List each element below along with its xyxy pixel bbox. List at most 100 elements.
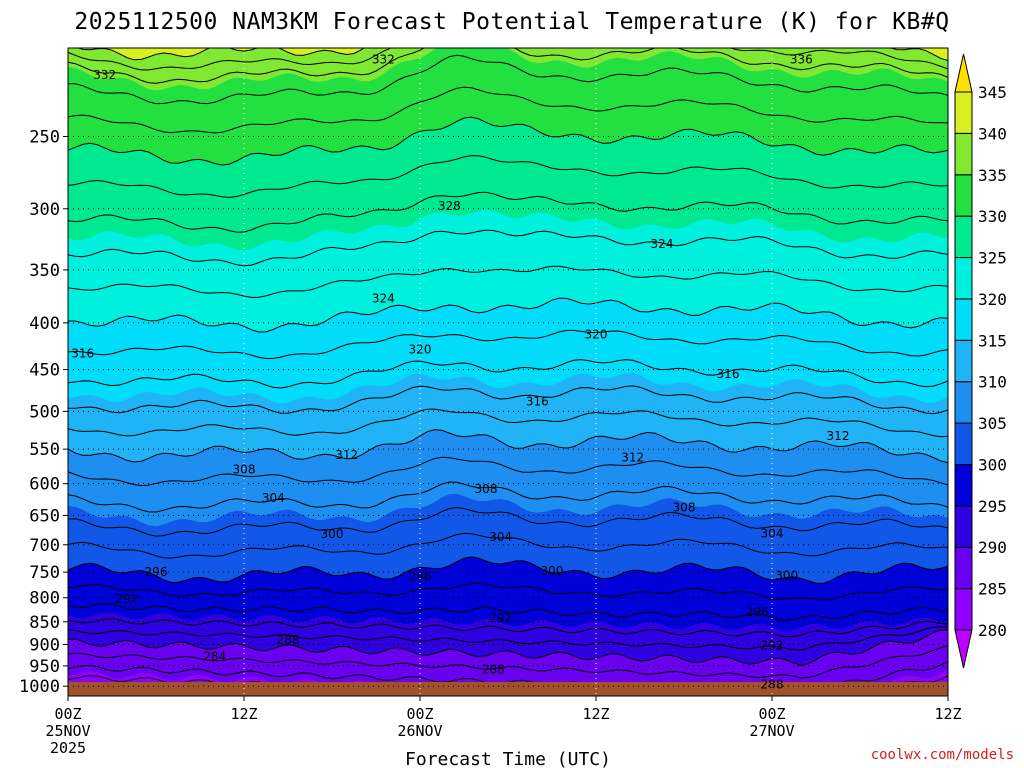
isoline-336 (68, 48, 948, 84)
colorbar-tick-label: 330 (978, 207, 1007, 226)
y-tick-label: 750 (29, 563, 60, 583)
colorbar-tick-label: 290 (978, 538, 1007, 557)
y-tick-label: 800 (29, 589, 60, 609)
contour-label: 308 (673, 500, 696, 514)
y-tick-label: 450 (29, 361, 60, 381)
colorbar-tick-label: 285 (978, 580, 1007, 599)
y-tick-label: 900 (29, 635, 60, 655)
colorbar-swatch-290-295 (954, 505, 973, 548)
contour-label: 304 (262, 491, 285, 505)
isoline-318 (68, 329, 948, 360)
isoline-306 (68, 481, 948, 513)
y-tick-label: 400 (29, 314, 60, 334)
isoline-298 (68, 582, 948, 601)
isoline-296 (68, 602, 948, 621)
y-tick-label: 300 (29, 200, 60, 220)
contour-label: 324 (372, 291, 395, 305)
isoline-302 (68, 532, 948, 559)
contour-label: 312 (621, 451, 644, 465)
colorbar-swatch-335-340 (954, 132, 973, 176)
isoline-328 (68, 155, 948, 198)
contour-label: 308 (475, 482, 498, 496)
contour-label: 284 (203, 650, 226, 664)
isoline-290 (68, 629, 948, 666)
y-tick-label: 250 (29, 127, 60, 147)
x-tick-label: 27NOV (749, 722, 794, 740)
isoline-316 (68, 359, 948, 389)
colorbar-tick-label: 295 (978, 497, 1007, 516)
contour-label: 296 (746, 605, 769, 619)
contour-label: 332 (93, 68, 116, 82)
contour-label: 288 (761, 678, 784, 692)
terrain-surface (68, 682, 948, 696)
colorbar-tick-label: 345 (978, 83, 1007, 102)
contour-label: 304 (761, 526, 784, 540)
colorbar: 280 285 290 295 300 305 310 315 320 325 330 335 340 3… (954, 53, 1007, 669)
contour-label: 336 (790, 53, 813, 67)
isoline-304 (68, 506, 948, 537)
contour-label: 320 (585, 328, 608, 342)
contour-label: 316 (717, 367, 740, 381)
isoline-294 (68, 618, 948, 638)
contour-label: 300 (321, 527, 344, 541)
colorbar-tick-label: 310 (978, 373, 1007, 392)
colorbar-tick-label: 320 (978, 290, 1007, 309)
x-tick-label: 2025 (50, 739, 86, 757)
band-above-330 (68, 48, 948, 165)
colorbar-tick-label: 340 (978, 124, 1007, 143)
colorbar-swatch-340-345 (954, 91, 973, 134)
isoline-334 (68, 54, 948, 105)
colorbar-tick-label: 305 (978, 414, 1007, 433)
colorbar-swatch-300-305 (954, 422, 973, 465)
colorbar-swatch-315-320 (954, 298, 973, 341)
colorbar-swatch-295-300 (954, 463, 973, 507)
contour-label: 292 (761, 639, 784, 653)
contour-label: 320 (409, 343, 432, 357)
contour-label: 316 (71, 346, 94, 360)
contour-label: 288 (482, 663, 505, 677)
isoline-326 (68, 191, 948, 233)
y-tick-label: 1000 (19, 677, 60, 697)
contour-label: 316 (526, 395, 549, 409)
colorbar-tick-label: 325 (978, 249, 1007, 268)
colorbar-swatch-325-330 (954, 215, 973, 259)
isoline-338 (68, 48, 948, 71)
colorbar-swatch-285-290 (954, 546, 973, 590)
isoline-312 (68, 408, 948, 438)
colorbar-swatch-280-285 (954, 588, 973, 631)
colorbar-swatch-330-335 (954, 174, 973, 217)
colorbar-upper-extension (954, 53, 973, 93)
y-tick-label: 600 (29, 475, 60, 495)
contour-label: 312 (335, 448, 358, 462)
x-tick-label: 12Z (934, 705, 961, 723)
isoline-324 (68, 229, 948, 267)
y-tick-label: 550 (29, 440, 60, 460)
x-tick-label: 26NOV (397, 722, 442, 740)
colorbar-swatch-305-310 (954, 381, 973, 424)
colorbar-tick-label: 300 (978, 455, 1007, 474)
x-tick-label: 00Z (406, 705, 433, 723)
contour-label: 324 (651, 237, 674, 251)
plot-area: 332 332 336 328 324 324 320 320 316 316 316 312 312 3… (68, 48, 948, 696)
isoline-288 (68, 645, 948, 679)
contour-label: 288 (277, 633, 300, 647)
isoline-332 (68, 86, 948, 134)
x-tick-label: 00Z (758, 705, 785, 723)
band-above-335 (68, 48, 948, 91)
plot-frame (67, 47, 949, 697)
x-tick-label: 12Z (230, 705, 257, 723)
credit-text: coolwx.com/models (871, 747, 1014, 763)
y-tick-label: 700 (29, 536, 60, 556)
contour-label: 332 (372, 53, 395, 67)
x-tick-label: 25NOV (45, 722, 90, 740)
contour-label: 296 (145, 565, 168, 579)
y-tick-label: 500 (29, 402, 60, 422)
colorbar-lower-extension (954, 629, 973, 669)
y-axis: 2503003504004505005506006507007508008509… (19, 127, 68, 697)
y-tick-label: 950 (29, 657, 60, 677)
contour-label: 300 (775, 568, 798, 582)
contour-label: 308 (233, 463, 256, 477)
contour-labels: 332 332 336 328 324 324 320 320 316 316 316 312 312 3… (71, 53, 849, 692)
